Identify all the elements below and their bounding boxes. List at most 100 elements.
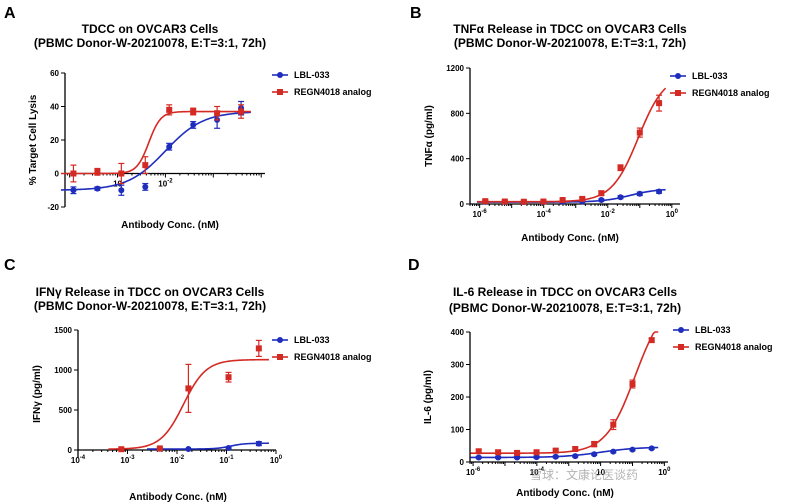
- y-tick-label: 0: [68, 446, 73, 455]
- data-point: [552, 447, 559, 454]
- panel-c: C IFNγ Release in TDCC on OVCAR3 Cells(PB…: [4, 257, 372, 503]
- x-tick-exponent: -1: [228, 455, 234, 461]
- data-point: [190, 121, 197, 128]
- y-tick-label: 20: [50, 136, 59, 145]
- fit-curve: [60, 111, 251, 191]
- data-point: [118, 187, 125, 194]
- data-point: [520, 198, 527, 205]
- legend-marker: [675, 90, 681, 96]
- y-tick-label: 400: [451, 328, 465, 337]
- y-tick-label: -20: [47, 203, 59, 212]
- y-tick-label: 100: [451, 426, 465, 435]
- x-tick-exponent: -3: [129, 455, 135, 461]
- y-tick-label: 300: [451, 361, 465, 370]
- y-tick-label: 0: [55, 170, 60, 179]
- legend-label: REGN4018 analog: [695, 342, 773, 352]
- data-point: [238, 108, 245, 115]
- data-point: [598, 190, 605, 197]
- y-tick-label: 400: [451, 155, 465, 164]
- series-regn4018-analog: [476, 87, 667, 205]
- data-point: [475, 454, 482, 461]
- y-tick-label: 1000: [54, 366, 72, 375]
- data-point: [70, 187, 77, 194]
- y-axis-label: IFNγ (pg/ml): [32, 365, 43, 423]
- data-point: [572, 453, 579, 460]
- data-point: [166, 106, 173, 113]
- data-point: [185, 446, 192, 453]
- x-tick-label: 10-1: [219, 455, 234, 465]
- x-tick-label: 100: [270, 455, 283, 465]
- x-axis-label: Antibody Conc. (nM): [516, 488, 614, 499]
- panel-d: D IL-6 Release in TDCC on OVCAR3 Cells (PB…: [408, 257, 773, 499]
- legend-label: LBL-033: [294, 70, 330, 80]
- data-point: [482, 198, 489, 205]
- panel-letter: D: [408, 257, 420, 274]
- fit-curve: [146, 442, 269, 450]
- x-tick-label: 10-4: [537, 209, 552, 219]
- data-point: [225, 374, 232, 381]
- fit-curve: [476, 87, 667, 203]
- x-axis-label: Antibody Conc. (nM): [129, 492, 227, 503]
- x-tick-exponent: -2: [179, 455, 185, 461]
- legend-marker: [277, 354, 283, 360]
- x-tick-label: 10-4: [530, 467, 545, 477]
- x-axis-label: Antibody Conc. (nM): [121, 220, 219, 231]
- data-point: [610, 448, 617, 455]
- data-point: [185, 385, 192, 392]
- legend-marker: [678, 327, 684, 333]
- chart-title: IL-6 Release in TDCC on OVCAR3 Cells: [453, 285, 677, 299]
- x-tick-exponent: -6: [481, 209, 487, 215]
- x-tick-exponent: -4: [539, 467, 545, 473]
- fit-curve: [61, 110, 251, 175]
- x-tick-label: 10-6: [473, 209, 488, 219]
- panel-a: A TDCC on OVCAR3 Cells(PBMC Donor-W-20210…: [4, 5, 372, 231]
- legend-label: LBL-033: [692, 71, 728, 81]
- data-point: [118, 170, 125, 177]
- legend-marker: [277, 89, 283, 95]
- chart-title: IFNγ Release in TDCC on OVCAR3 Cells: [36, 285, 265, 299]
- chart-subtitle: (PBMC Donor-W-20210078, E:T=3:1, 72h): [34, 299, 266, 313]
- series-regn4018-analog: [470, 331, 659, 456]
- data-point: [475, 448, 482, 455]
- y-tick-label: 800: [451, 109, 465, 118]
- data-point: [94, 168, 101, 175]
- data-point: [225, 445, 232, 451]
- series-regn4018-analog: [108, 339, 269, 453]
- data-point: [636, 190, 643, 197]
- fit-curve: [470, 446, 659, 459]
- x-tick-exponent: 0: [667, 467, 671, 473]
- x-tick-label: 100: [658, 467, 671, 477]
- x-axis-label: Antibody Conc. (nM): [521, 233, 619, 244]
- y-axis-label: TNFα (pg/ml): [424, 105, 435, 167]
- panel-letter: C: [4, 257, 16, 274]
- y-axis-label: IL-6 (pg/ml): [423, 370, 434, 424]
- chart-title: TDCC on OVCAR3 Cells: [82, 22, 219, 36]
- data-point: [156, 445, 163, 452]
- x-tick-exponent: 0: [279, 455, 283, 461]
- data-point: [559, 197, 566, 204]
- data-point: [629, 381, 636, 387]
- x-tick-exponent: -6: [475, 467, 481, 473]
- data-point: [94, 185, 101, 192]
- data-point: [495, 449, 502, 456]
- x-tick-exponent: -2: [610, 209, 616, 215]
- data-point: [629, 446, 636, 453]
- chart-subtitle: (PBMC Donor-W-20210078, E:T=3:1, 72h): [34, 36, 266, 50]
- data-point: [591, 451, 598, 458]
- data-point: [214, 110, 221, 117]
- data-point: [255, 345, 262, 352]
- series-lbl-033: [60, 100, 251, 196]
- legend-marker: [277, 72, 283, 78]
- legend-label: LBL-033: [294, 335, 330, 345]
- data-point: [610, 421, 617, 428]
- legend-label: REGN4018 analog: [294, 352, 372, 362]
- data-point: [617, 164, 624, 171]
- x-tick-label: 10-2: [170, 455, 185, 465]
- series-lbl-033: [470, 445, 659, 461]
- y-tick-label: 1500: [54, 326, 72, 335]
- legend-marker: [675, 73, 681, 79]
- legend-label: REGN4018 analog: [692, 88, 770, 98]
- y-tick-label: 40: [50, 103, 59, 112]
- data-point: [495, 454, 502, 461]
- legend-label: LBL-033: [695, 325, 731, 335]
